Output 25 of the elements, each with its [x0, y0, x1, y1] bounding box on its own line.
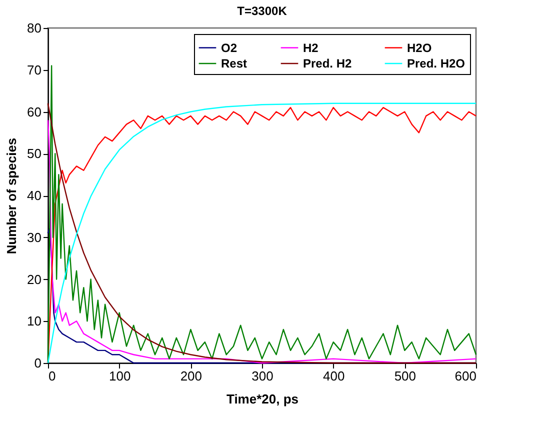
x-tick-label: 500 — [394, 368, 416, 384]
legend-label: Pred. H2 — [303, 56, 352, 70]
y-tick-label: 80 — [27, 20, 42, 36]
x-tick-label: 300 — [252, 368, 274, 384]
y-axis-title: Number of species — [4, 138, 20, 254]
x-tick-label: 0 — [48, 368, 56, 384]
y-tick-label: 0 — [34, 356, 42, 370]
legend-label: O2 — [221, 40, 238, 55]
y-tick-label: 60 — [27, 104, 42, 120]
x-tick-label: 200 — [180, 368, 202, 384]
legend-label: H2 — [303, 40, 319, 55]
y-tick-label: 50 — [27, 146, 42, 162]
y-tick-label: 20 — [27, 272, 42, 287]
x-tick-label: 600 — [454, 368, 476, 384]
y-tick-label: 10 — [27, 314, 42, 329]
legend-label: Rest — [221, 56, 248, 70]
x-tick-label: 100 — [108, 368, 131, 384]
y-tick-label: 70 — [27, 62, 42, 78]
y-tick-label: 30 — [27, 230, 42, 245]
x-axis-title: Time*20, ps — [226, 392, 299, 406]
legend-label: H2O — [407, 40, 432, 55]
x-tick-label: 400 — [322, 368, 345, 384]
y-tick-label: 40 — [27, 188, 42, 203]
chart-title: T=3300K — [237, 4, 288, 18]
legend-label: Pred. H2O — [407, 56, 466, 70]
